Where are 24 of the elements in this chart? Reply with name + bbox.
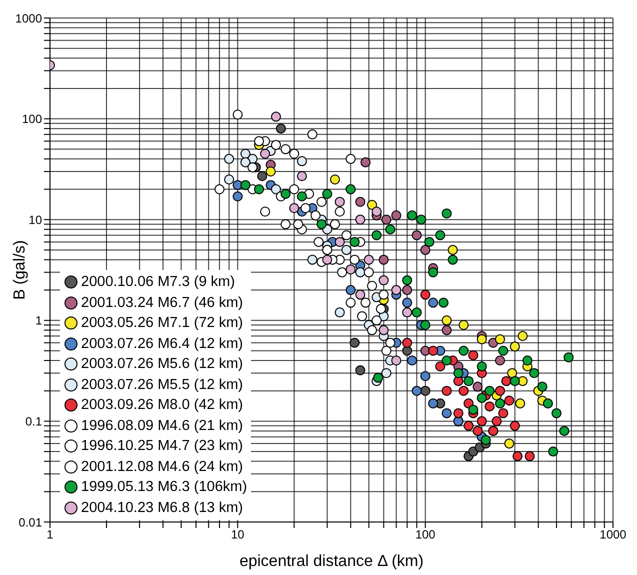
y-tick-label: 0.01	[18, 515, 42, 530]
legend-label: 2003.07.26 M5.6 (12 km)	[81, 356, 244, 372]
x-axis-title: epicentral distance Δ (km)	[239, 553, 424, 570]
x-tick-label: 100	[415, 528, 436, 542]
y-tick-label: 10	[28, 212, 42, 227]
legend-label: 2003.07.26 M6.4 (12 km)	[81, 336, 244, 352]
legend-label: 2001.12.08 M4.6 (24 km)	[81, 458, 244, 475]
legend-label: 2003.07.26 M5.5 (12 km)	[81, 376, 244, 393]
legend-label: 2003.09.26 M8.0 (42 km)	[81, 397, 244, 414]
x-tick-label: 1000	[600, 528, 627, 542]
y-axis-title: B (gal/s)	[12, 240, 28, 300]
legend-label: 1996.08.09 M4.6 (21 km)	[81, 418, 244, 434]
legend-label: 2003.05.26 M7.1 (72 km)	[81, 315, 244, 332]
y-tick-label: 1	[35, 314, 42, 328]
legend-label: 1996.10.25 M4.7 (23 km)	[81, 438, 244, 454]
x-tick-label: 10	[230, 528, 245, 542]
legend-label: 2000.10.06 M7.3 (9 km)	[81, 274, 235, 290]
legend-label: 1999.05.13 M6.3 (106km)	[81, 479, 248, 496]
legend-label: 2001.03.24 M6.7 (46 km)	[81, 294, 244, 311]
legend-label: 2004.10.23 M6.8 (13 km)	[81, 500, 244, 516]
x-tick-label: 1	[46, 528, 54, 542]
y-tick-label: 0.1	[25, 414, 42, 428]
y-tick-label: 1000	[15, 11, 42, 26]
y-tick-label: 100	[22, 112, 42, 126]
